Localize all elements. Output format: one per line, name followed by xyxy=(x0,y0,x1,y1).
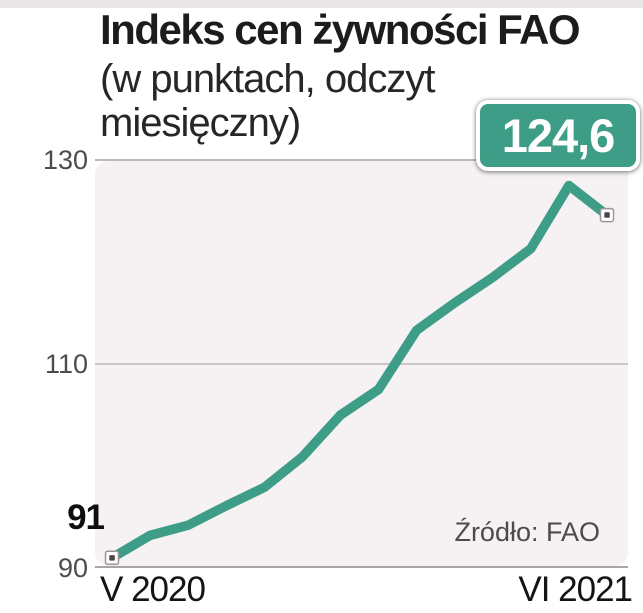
chart-title: Indeks cen żywności FAO xyxy=(100,6,581,53)
first-value-label: 91 xyxy=(67,498,105,537)
value-badge: 124,6 xyxy=(476,100,640,171)
first-point-marker xyxy=(104,550,120,566)
fao-index-line xyxy=(107,180,612,563)
ytick-90: 90 xyxy=(57,553,88,583)
gridline-110 xyxy=(95,363,628,365)
ytick-110: 110 xyxy=(44,349,88,379)
top-strip xyxy=(0,0,643,8)
xtick-v2020: V 2020 xyxy=(100,570,206,609)
xtick-vi2021: VI 2021 xyxy=(518,570,633,609)
gridline-90 xyxy=(95,566,628,568)
source-label: Źródło: FAO xyxy=(454,517,600,547)
ytick-130: 130 xyxy=(42,145,88,175)
gridline-130 xyxy=(95,159,628,161)
last-point-marker xyxy=(599,207,615,223)
line-chart-svg xyxy=(104,180,615,566)
chart-subtitle-line1: (w punktach, odczyt xyxy=(100,57,435,101)
badge-label: 124,6 xyxy=(501,109,616,162)
chart-subtitle-line2: miesięczny) xyxy=(100,101,301,145)
